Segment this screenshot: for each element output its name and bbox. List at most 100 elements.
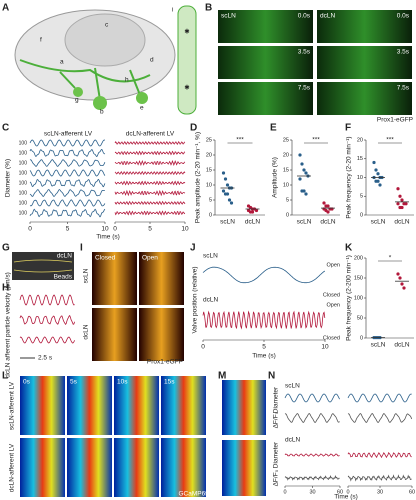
panel-label: N [268, 371, 275, 382]
point [376, 179, 380, 183]
y-tick-label: 5 [286, 197, 289, 203]
trace [29, 208, 106, 218]
trace [347, 393, 412, 403]
kymograph [222, 440, 266, 496]
point [402, 286, 406, 290]
y-tick-label: 100 [19, 160, 28, 166]
time-label: 5s [70, 379, 78, 386]
trace [284, 393, 340, 403]
trace [284, 413, 340, 424]
row-label: dcLN [285, 437, 300, 444]
legend: Prox1-eGFP [147, 359, 183, 366]
scale-label: 2.5 s [38, 355, 53, 362]
point [322, 201, 326, 205]
trace [202, 310, 326, 330]
trace [114, 180, 186, 186]
row-label: scLN [203, 253, 218, 260]
y-tick-label: 20 [357, 137, 363, 143]
trace [29, 178, 106, 188]
y-tick-label: 150 [354, 275, 363, 281]
axis-label: Peak amplitude (2-20 min⁻¹, %) [195, 132, 202, 223]
time-label: 0s [23, 379, 31, 386]
trace [29, 199, 106, 207]
x-tick-label: 0 [28, 226, 32, 233]
point [378, 183, 382, 187]
point [326, 204, 330, 208]
micrograph [317, 10, 412, 43]
panel-label: L [2, 371, 8, 382]
drawing-label: b [100, 109, 104, 116]
trace [114, 159, 186, 167]
y-tick-label: 10 [357, 175, 363, 181]
trace [29, 149, 106, 158]
column-label: Open [142, 255, 158, 262]
panel-label: D [190, 123, 197, 134]
x-tick-label: dcLN [394, 342, 409, 349]
panel-label: E [270, 123, 277, 134]
panel-label: B [205, 3, 212, 14]
x-tick-label: dcLN [245, 219, 260, 226]
point [300, 162, 304, 166]
mouse-drawing: ✱✱ [14, 5, 197, 115]
trace [114, 150, 186, 156]
x-tick-label: scLN [371, 342, 386, 349]
y-tick-label: 0 [360, 212, 363, 218]
axis-label: Diameter [273, 441, 280, 468]
trace [19, 294, 75, 306]
time-label: 7.5s [397, 85, 410, 92]
x-tick-label: 60 [337, 489, 343, 495]
point [225, 192, 230, 196]
y-tick-label: 10 [206, 182, 212, 188]
y-tick-label: 100 [19, 180, 28, 186]
x-tick-label: 0 [283, 489, 286, 495]
x-tick-label: 30 [377, 489, 383, 495]
legend: Beads [54, 274, 73, 281]
calcium-image [114, 438, 159, 497]
calcium-image [67, 438, 112, 497]
x-tick-label: 5 [262, 344, 266, 351]
x-tick-label: 0 [113, 226, 117, 233]
time-label: 0.0s [298, 13, 311, 20]
point [229, 201, 234, 205]
y-tick-label: 15 [206, 167, 212, 173]
vessel-outline [13, 259, 73, 273]
calcium-image [114, 376, 159, 435]
significance: *** [386, 137, 394, 144]
micrograph [12, 252, 74, 280]
micrograph [218, 46, 313, 79]
legend: Prox1-eGFP [377, 117, 413, 124]
point [400, 198, 404, 202]
trace [114, 200, 186, 206]
panel-label: K [345, 243, 353, 254]
micrograph [139, 308, 184, 361]
point [223, 177, 228, 181]
kymograph [222, 380, 266, 435]
y-tick-label: 15 [283, 167, 289, 173]
drawing-label: f [40, 37, 42, 44]
axis-label: Amplitude (%) [272, 157, 279, 198]
drawing-label: e [140, 105, 144, 112]
panel-label: J [190, 243, 196, 254]
legend: GCaMP6f [178, 491, 207, 498]
point [250, 210, 255, 214]
row-label: scLN [285, 383, 300, 390]
panel-label: M [218, 371, 226, 382]
calcium-image [161, 376, 206, 435]
point [302, 189, 306, 193]
micrograph [317, 82, 412, 115]
point [304, 192, 308, 196]
trace [19, 336, 75, 344]
trace [29, 159, 106, 167]
x-tick-label: 10 [321, 344, 329, 351]
trace [347, 474, 412, 482]
trace [114, 189, 186, 197]
y-tick-label: 100 [19, 210, 28, 216]
micrograph [218, 10, 313, 43]
y-tick-label: 100 [19, 140, 28, 146]
axis-label: Diameter [273, 386, 280, 413]
axis-label: Time (s) [334, 494, 358, 500]
y-tick-label: 100 [19, 170, 28, 176]
y-tick-label: 10 [283, 182, 289, 188]
calcium-image [161, 438, 206, 497]
